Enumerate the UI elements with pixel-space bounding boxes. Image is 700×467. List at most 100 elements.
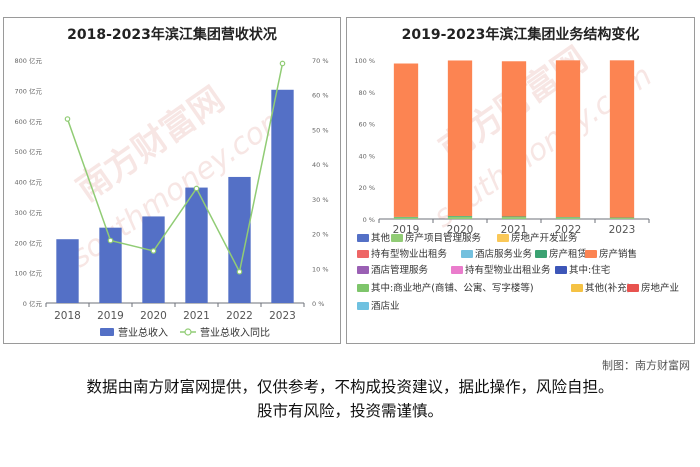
legend-label: 房地产业 [641, 282, 679, 294]
disclaimer-line: 数据由南方财富网提供，仅供参考，不构成投资建议，据此操作，风险自担。 [86, 378, 614, 396]
line-point [64, 116, 71, 122]
legend-label: 房产项目管理服务 [405, 232, 482, 244]
x-tick-label: 2022 [555, 224, 582, 236]
legend-swatch [585, 250, 597, 258]
x-tick-label: 2021 [501, 224, 528, 236]
legend-swatch [461, 250, 473, 258]
y-tick-label: 200 亿元 [15, 238, 43, 247]
business-structure-chart-panel: 2019-2023年滨江集团业务结构变化 南方财富网southmoney.com… [346, 17, 695, 344]
stacked-bar-segment [501, 216, 527, 218]
bar [228, 176, 251, 303]
legend-label: 房产销售 [599, 248, 637, 260]
stacked-bar-segment [447, 215, 473, 217]
line-point [150, 248, 157, 254]
y-tick-label: 400 亿元 [15, 178, 43, 187]
y2-tick-label: 30 % [312, 196, 329, 204]
stacked-bar-segment [501, 217, 527, 219]
legend-label: 酒店服务业务 [475, 248, 533, 260]
y-tick-label: 500 亿元 [15, 147, 43, 156]
legend-swatch [184, 328, 192, 336]
y-tick-label: 40 % [358, 152, 375, 160]
x-tick-label: 2019 [97, 310, 124, 322]
stacked-bar-segment [609, 218, 635, 219]
stacked-bar-segment [555, 60, 581, 218]
legend-label: 房产租赁 [549, 248, 587, 260]
legend-swatch [357, 302, 369, 310]
legend-swatch [100, 328, 114, 336]
x-tick-label: 2020 [140, 310, 167, 322]
legend-label: 酒店管理服务 [371, 264, 429, 276]
x-tick-label: 2022 [226, 310, 253, 322]
bar [56, 239, 79, 303]
y2-tick-label: 70 % [312, 57, 329, 65]
stacked-bar-segment [393, 217, 419, 219]
y-tick-label: 0 亿元 [23, 299, 43, 308]
revenue-chart-panel: 2018-2023年滨江集团营收状况 南方财富网 southmoney.com 0 … [3, 17, 341, 344]
legend-label: 持有型物业出租业务 [465, 264, 551, 276]
legend-label: 其中:住宅 [569, 264, 610, 276]
x-tick-label: 2020 [447, 224, 474, 236]
bar [142, 216, 165, 303]
stacked-bar-segment [393, 63, 419, 217]
legend-label: 营业总收入同比 [200, 326, 270, 339]
y-tick-label: 80 % [358, 89, 375, 97]
chart-credit: 制图：南方财富网 [602, 359, 690, 372]
legend-label: 其中:商业地产(商铺、公寓、写字楼等) [371, 282, 534, 294]
legend-swatch [497, 234, 509, 242]
y2-tick-label: 50 % [312, 126, 329, 134]
y-tick-label: 700 亿元 [15, 86, 43, 95]
y2-tick-label: 10 % [312, 265, 329, 273]
disclaimer-line: 股市有风险，投资需谨慎。 [256, 402, 443, 420]
line-point [193, 185, 200, 192]
stacked-bar-segment [501, 61, 527, 217]
y-tick-label: 300 亿元 [15, 208, 43, 217]
x-tick-label: 2023 [609, 224, 636, 236]
legend-label: 酒店业 [371, 300, 400, 312]
legend-label: 房地产开发业务 [511, 232, 578, 244]
stacked-bar-segment [555, 217, 581, 219]
chart-title: 2019-2023年滨江集团业务结构变化 [401, 27, 640, 43]
legend-swatch [555, 266, 567, 274]
legend-label: 持有型物业出租务 [371, 248, 448, 260]
y2-tick-label: 0 % [312, 300, 324, 308]
legend-swatch [571, 284, 583, 292]
legend-label: 其他 [371, 232, 391, 244]
y-tick-label: 100 亿元 [15, 269, 43, 278]
line-point [236, 268, 243, 275]
legend-label: 营业总收入 [118, 326, 168, 339]
legend-swatch [357, 284, 369, 292]
bar [271, 89, 294, 303]
y-tick-label: 0 % [363, 216, 375, 224]
x-tick-label: 2021 [183, 310, 210, 322]
y2-tick-label: 60 % [312, 92, 329, 100]
bar [99, 227, 122, 303]
y2-tick-label: 40 % [312, 161, 329, 169]
x-tick-label: 2019 [393, 224, 420, 236]
chart-title: 2018-2023年滨江集团营收状况 [67, 27, 277, 43]
legend-swatch [357, 250, 369, 258]
line-point [107, 237, 114, 244]
legend-swatch [451, 266, 463, 274]
legend-swatch [357, 266, 369, 274]
stacked-bar-segment [447, 60, 473, 216]
legend-swatch [535, 250, 547, 258]
legend-swatch [391, 234, 403, 242]
legend-swatch [357, 234, 369, 242]
y-tick-label: 600 亿元 [15, 117, 43, 126]
y-tick-label: 800 亿元 [15, 56, 43, 65]
stacked-bar-segment [447, 216, 473, 219]
y-tick-label: 20 % [358, 184, 375, 192]
legend-swatch [627, 284, 639, 292]
legend-label: 其他(补充) [585, 282, 630, 294]
line-point [279, 60, 286, 67]
series-line [66, 63, 284, 274]
stacked-bar-segment [609, 60, 635, 218]
x-tick-label: 2023 [269, 310, 296, 322]
y-tick-label: 100 % [354, 57, 375, 65]
x-tick-label: 2018 [54, 310, 81, 322]
bar [185, 187, 208, 303]
y2-tick-label: 20 % [312, 231, 329, 239]
y-tick-label: 60 % [358, 121, 375, 129]
